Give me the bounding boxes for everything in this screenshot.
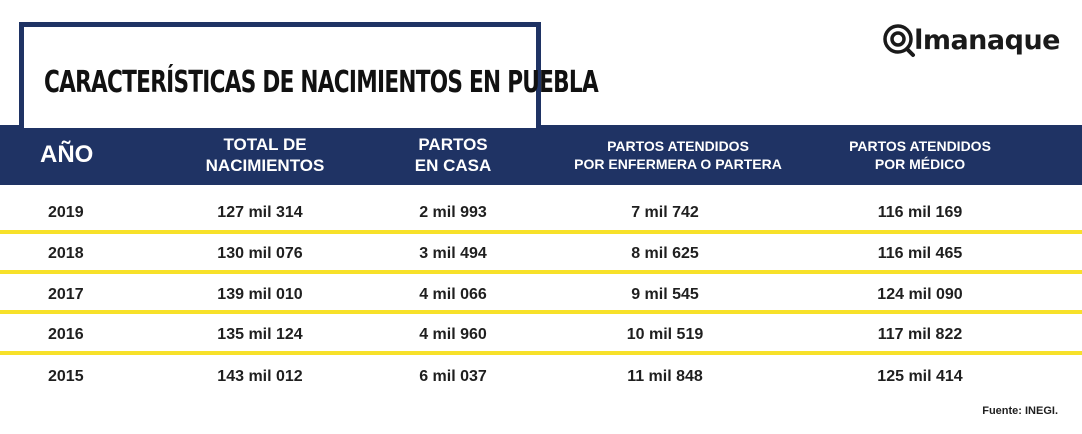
cell-year: 2017 [48,285,84,303]
row-divider [0,310,1082,314]
cell-casa: 2 mil 993 [419,203,487,221]
cell-enfermera: 10 mil 519 [626,325,704,343]
cell-medico: 124 mil 090 [877,285,963,303]
table-row: 2015 143 mil 012 6 mil 037 11 mil 848 12… [0,357,1082,396]
header-total: TOTAL DE NACIMIENTOS [205,135,325,175]
cell-year: 2019 [48,203,84,221]
logo: lmanaque [882,22,1060,58]
at-sign-magnifier-icon [883,24,916,57]
header-casa: PARTOS EN CASA [414,135,492,175]
cell-enfermera: 7 mil 742 [631,203,699,221]
cell-enfermera: 9 mil 545 [631,285,699,303]
header-enfermera: PARTOS ATENDIDOS POR ENFERMERA O PARTERA [574,138,782,172]
title-box: CARACTERÍSTICAS DE NACIMIENTOS EN PUEBLA [19,22,599,128]
cell-year: 2018 [48,244,84,262]
cell-year: 2015 [48,367,84,385]
logo-wordmark: lmanaque [914,24,1060,56]
row-divider [0,351,1082,355]
cell-casa: 4 mil 066 [419,285,487,303]
cell-medico: 117 mil 822 [877,325,963,343]
cell-enfermera: 8 mil 625 [631,244,699,262]
cell-casa: 6 mil 037 [419,367,487,385]
cell-casa: 4 mil 960 [419,325,487,343]
cell-medico: 116 mil 465 [877,244,963,262]
cell-casa: 3 mil 494 [419,244,487,262]
cell-year: 2016 [48,325,84,343]
header-year: AÑO [40,141,94,168]
cell-medico: 116 mil 169 [877,203,963,221]
cell-total: 135 mil 124 [217,325,303,343]
cell-medico: 125 mil 414 [877,367,963,385]
table-row: 2019 127 mil 314 2 mil 993 7 mil 742 116… [0,193,1082,232]
table-row: 2018 130 mil 076 3 mil 494 8 mil 625 116… [0,234,1082,273]
cell-total: 139 mil 010 [217,285,303,303]
table-row: 2017 139 mil 010 4 mil 066 9 mil 545 124… [0,275,1082,314]
table-row: 2016 135 mil 124 4 mil 960 10 mil 519 11… [0,315,1082,354]
source-note: Fuente: INEGI. [982,405,1058,417]
cell-enfermera: 11 mil 848 [627,367,703,385]
cell-total: 127 mil 314 [217,203,303,221]
header-medico: PARTOS ATENDIDOS POR MÉDICO [849,138,991,172]
cell-total: 130 mil 076 [217,244,303,262]
row-divider [0,230,1082,234]
table-header: AÑO TOTAL DE NACIMIENTOS PARTOS EN CASA … [0,125,1082,185]
page-title: CARACTERÍSTICAS DE NACIMIENTOS EN PUEBLA [44,65,599,100]
cell-total: 143 mil 012 [217,367,303,385]
row-divider [0,270,1082,274]
